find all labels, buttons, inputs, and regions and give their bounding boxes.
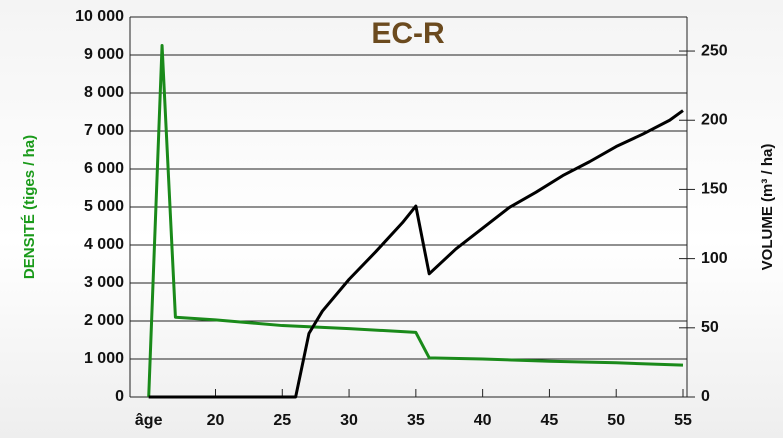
y2-tick-label: 150 xyxy=(701,181,728,198)
y2-tick-label: 200 xyxy=(701,111,728,128)
y2-tick-label: 0 xyxy=(701,388,710,405)
y-tick-label: 8 000 xyxy=(84,84,124,101)
y2-axis-label: VOLUME (m³ / ha) xyxy=(759,144,776,271)
y-axis-label: DENSITÉ (tiges / ha) xyxy=(21,135,38,279)
y2-tick-label: 50 xyxy=(701,319,719,336)
x-tick-label: 50 xyxy=(607,412,625,429)
x-tick-label: âge xyxy=(135,412,163,429)
x-tick-label: 25 xyxy=(273,412,291,429)
y2-tick-label: 100 xyxy=(701,250,728,267)
series-line xyxy=(148,109,684,399)
chart-title: EC-R xyxy=(371,17,445,50)
x-tick-label: 20 xyxy=(207,412,225,429)
y-tick-label: 3 000 xyxy=(84,274,124,291)
series-line xyxy=(147,44,684,398)
y2-tick-label: 250 xyxy=(701,42,728,59)
x-tick-label: 55 xyxy=(674,412,692,429)
y-tick-label: 0 xyxy=(115,388,124,405)
y-tick-label: 9 000 xyxy=(84,46,124,63)
y-tick-label: 10 000 xyxy=(75,8,124,25)
y-tick-label: 1 000 xyxy=(84,350,124,367)
x-tick-label: 30 xyxy=(340,412,358,429)
y-tick-label: 4 000 xyxy=(84,236,124,253)
y-tick-label: 5 000 xyxy=(84,198,124,215)
x-tick-label: 35 xyxy=(407,412,425,429)
y-tick-label: 7 000 xyxy=(84,122,124,139)
x-tick-label: 40 xyxy=(474,412,492,429)
y-tick-label: 6 000 xyxy=(84,160,124,177)
y-tick-label: 2 000 xyxy=(84,312,124,329)
x-tick-label: 45 xyxy=(541,412,559,429)
